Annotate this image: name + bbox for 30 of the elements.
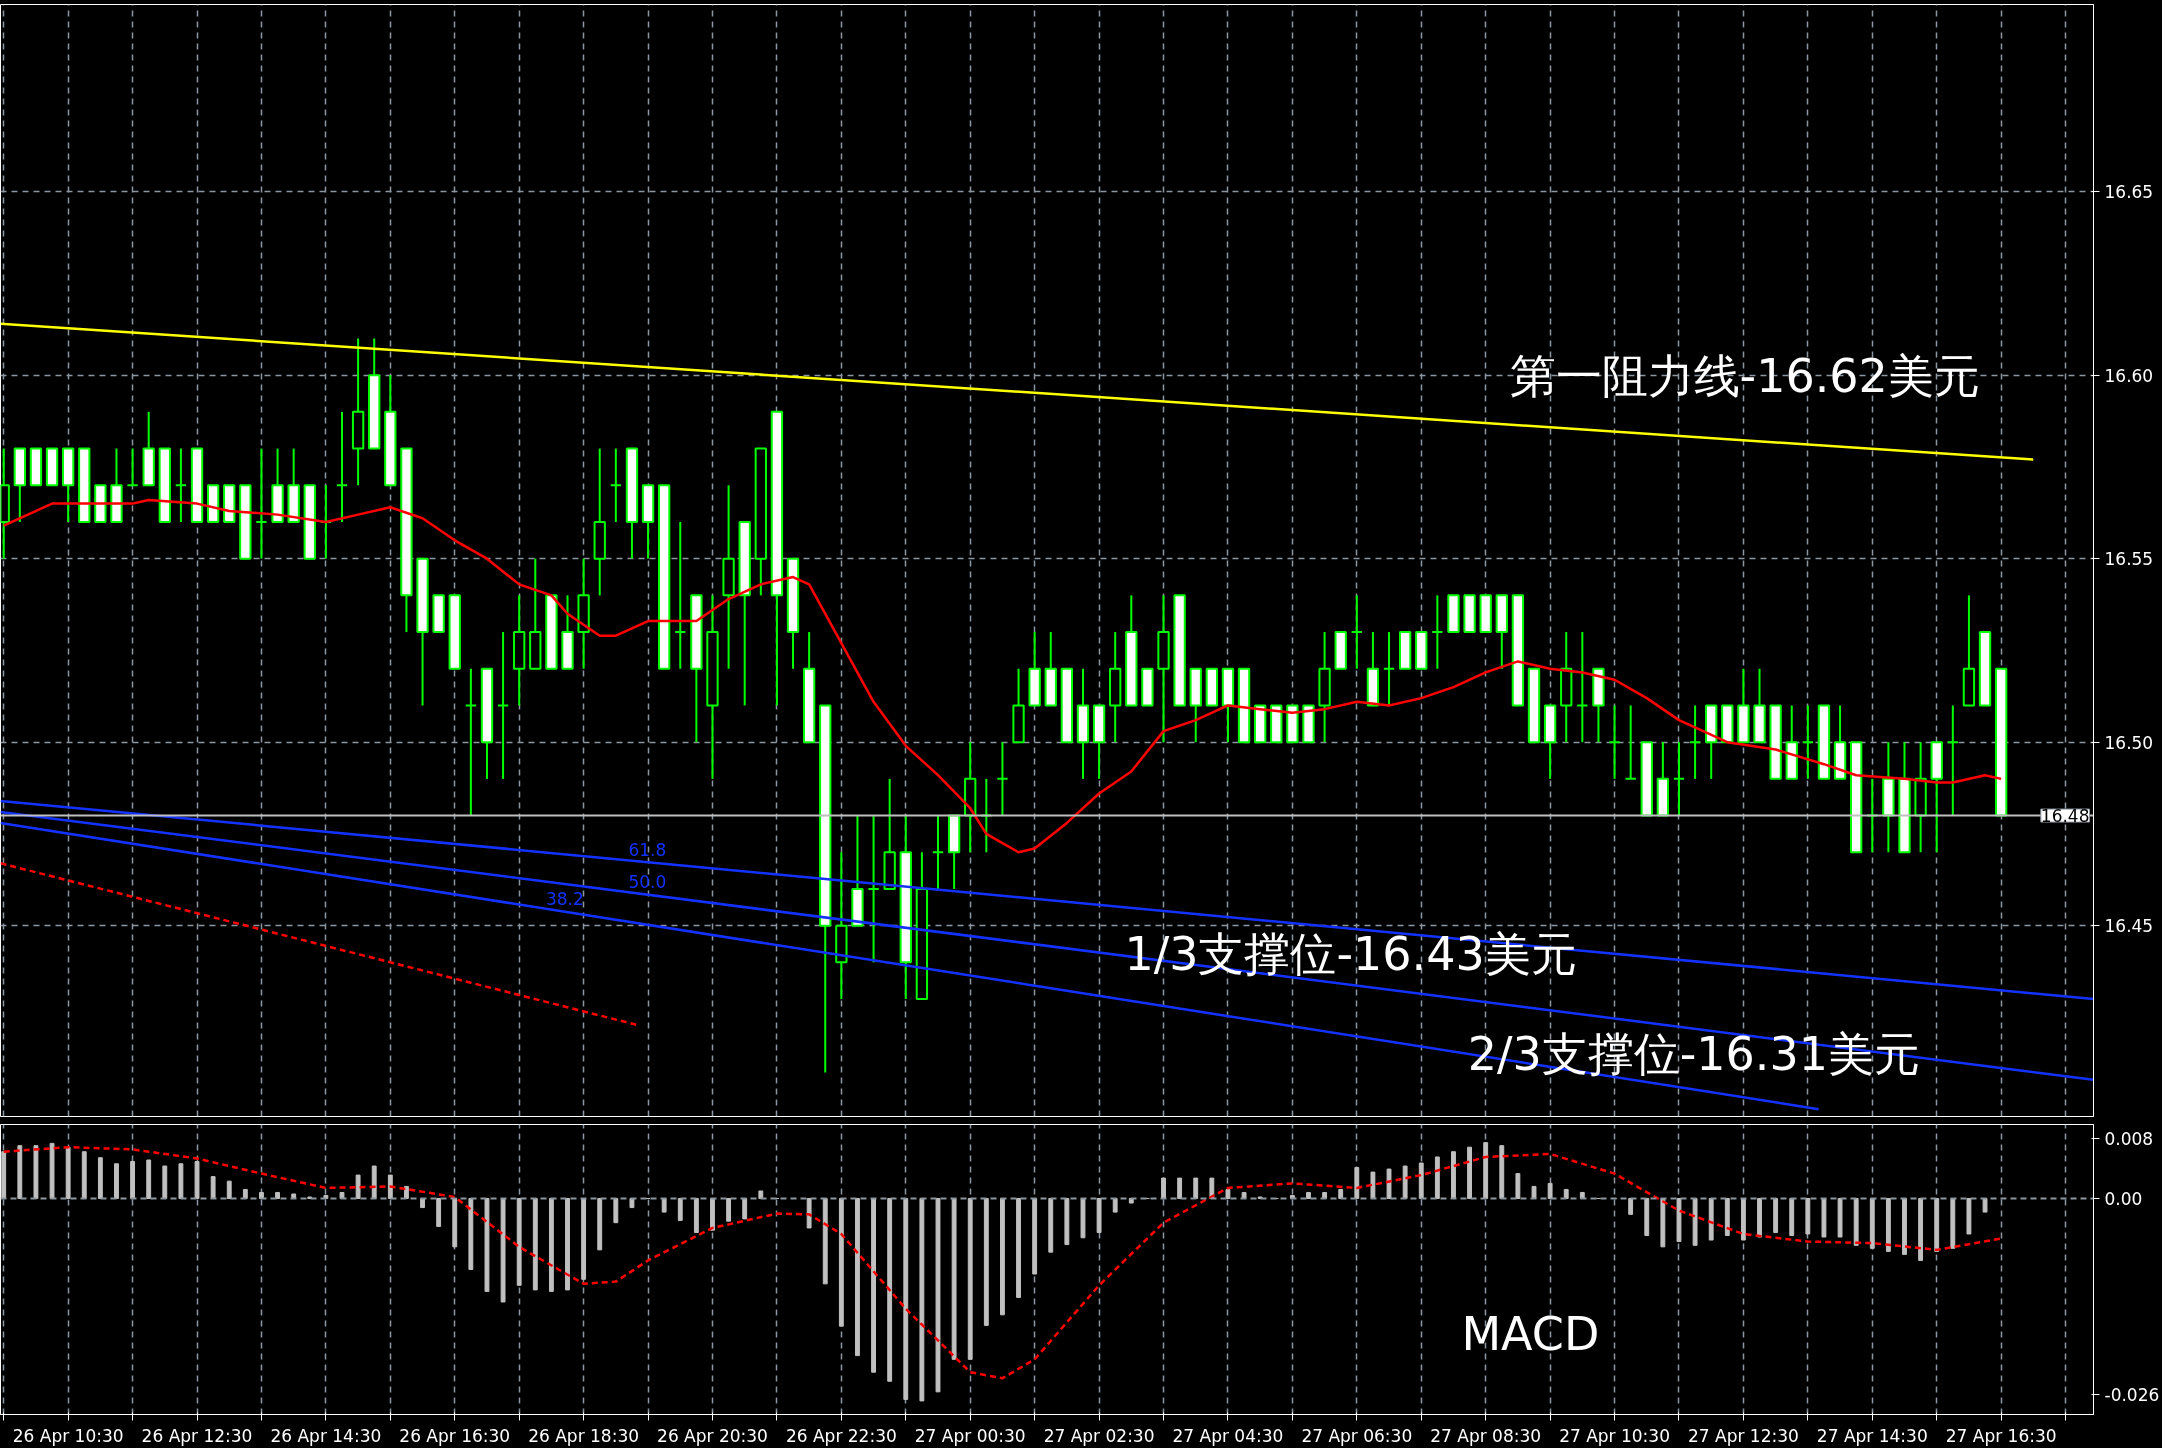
y-tick-label: 16.60	[2104, 365, 2154, 386]
y-tick-label: 0.008	[2104, 1128, 2154, 1149]
y-tick-label: -0.026	[2104, 1385, 2160, 1406]
x-tick-label: 27 Apr 12:30	[1687, 1425, 1799, 1446]
y-tick-label: 16.65	[2104, 182, 2154, 203]
x-tick-label: 26 Apr 18:30	[528, 1425, 640, 1446]
annotation: 第一阻力线-16.62美元	[1509, 348, 1980, 403]
y-tick-label: 0.00	[2104, 1189, 2143, 1210]
x-tick-label: 27 Apr 00:30	[914, 1425, 1026, 1446]
x-tick-label: 27 Apr 16:30	[1945, 1425, 2057, 1446]
ref-line-label: 16.48	[2040, 806, 2090, 827]
x-tick-label: 26 Apr 12:30	[141, 1425, 253, 1446]
x-tick-label: 27 Apr 14:30	[1816, 1425, 1928, 1446]
x-tick-label: 26 Apr 22:30	[785, 1425, 897, 1446]
y-tick-label: 16.50	[2104, 732, 2154, 753]
annotation: MACD	[1461, 1307, 1600, 1362]
x-tick-label: 27 Apr 10:30	[1559, 1425, 1670, 1446]
x-tick-label: 27 Apr 02:30	[1043, 1425, 1155, 1446]
y-tick-label: 16.45	[2104, 916, 2154, 937]
x-tick-label: 27 Apr 06:30	[1301, 1425, 1413, 1446]
series-label: 38.2	[545, 888, 584, 909]
x-tick-label: 27 Apr 08:30	[1430, 1425, 1542, 1446]
x-tick-label: 26 Apr 14:30	[270, 1425, 382, 1446]
x-tick-label: 27 Apr 04:30	[1172, 1425, 1284, 1446]
y-tick-label: 16.55	[2104, 549, 2154, 570]
series-label: 61.8	[628, 840, 667, 861]
x-tick-label: 26 Apr 16:30	[399, 1425, 511, 1446]
x-tick-label: 26 Apr 20:30	[657, 1425, 768, 1446]
series-label: 50.0	[628, 872, 667, 893]
x-tick-label: 26 Apr 10:30	[12, 1425, 124, 1446]
